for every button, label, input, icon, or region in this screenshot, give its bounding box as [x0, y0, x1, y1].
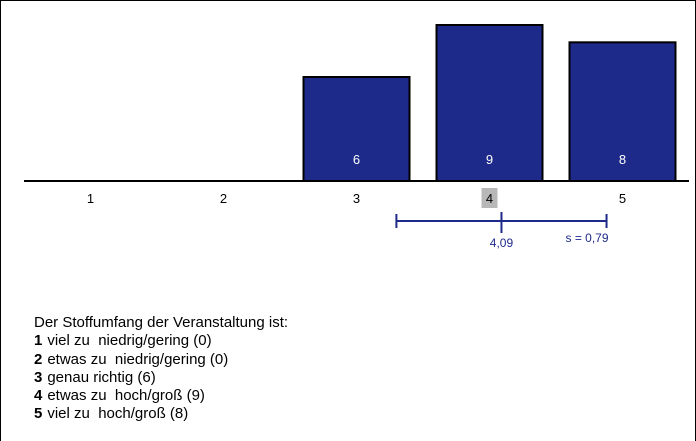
- mean-label: 4,09: [490, 236, 514, 250]
- legend-item-4: 4 etwas zu hoch/groß (9): [34, 387, 288, 405]
- legend-item-text: viel zu niedrig/gering (0): [47, 332, 212, 350]
- legend-item-3: 3 genau richtig (6): [34, 369, 288, 387]
- x-tick-label-2: 2: [220, 191, 227, 206]
- legend-item-text: viel zu hoch/groß (8): [47, 405, 189, 423]
- bar-value-label-5: 8: [619, 152, 626, 167]
- legend-item-1: 1 viel zu niedrig/gering (0): [34, 332, 288, 350]
- legend-item-5: 5 viel zu hoch/groß (8): [34, 405, 288, 423]
- bar-4: [435, 24, 544, 182]
- bar-3: [302, 76, 411, 182]
- legend: Der Stoffumfang der Veranstaltung ist: 1…: [34, 314, 288, 424]
- legend-item-number: 3: [34, 368, 43, 386]
- legend-item-2: 2 etwas zu niedrig/gering (0): [34, 351, 288, 369]
- legend-item-number: 5: [34, 405, 43, 423]
- x-tick-label-5: 5: [619, 191, 626, 206]
- x-tick-label-3: 3: [353, 191, 360, 206]
- tick-highlight: [481, 188, 498, 208]
- x-tick-label-1: 1: [87, 191, 94, 206]
- bar-value-label-3: 6: [353, 152, 360, 167]
- bar-value-label-4: 9: [486, 152, 493, 167]
- question-text: Der Stoffumfang der Veranstaltung ist:: [34, 314, 289, 331]
- bar-5: [568, 41, 677, 183]
- bar-chart: 1 2 6 3 9 4 8 5 4,09 s = 0,79: [24, 24, 689, 250]
- legend-item-number: 2: [34, 350, 43, 368]
- legend-item-text: etwas zu hoch/groß (9): [47, 387, 205, 405]
- x-tick-label-4: 4: [486, 191, 493, 206]
- sd-label: s = 0,79: [566, 231, 609, 245]
- legend-item-text: genau richtig (6): [47, 368, 156, 386]
- legend-item-number: 1: [34, 332, 43, 350]
- legend-item-text: etwas zu niedrig/gering (0): [47, 350, 229, 368]
- legend-item-number: 4: [34, 387, 43, 405]
